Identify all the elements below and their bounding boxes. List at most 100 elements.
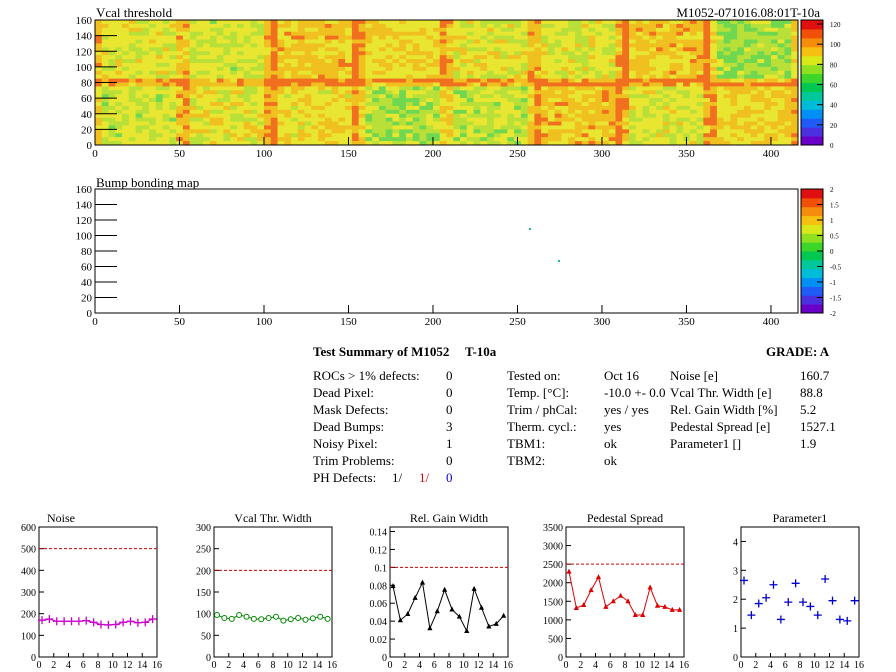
x-tick-label: 8: [96, 660, 101, 671]
y-tick-label: 300: [196, 523, 211, 534]
data-point: [625, 598, 631, 604]
data-point: [390, 583, 396, 589]
y-tick-label: 4: [733, 537, 738, 548]
y-tick-label: 20: [81, 293, 93, 305]
data-point: [471, 585, 477, 591]
data-point: [287, 616, 294, 623]
data-point: [464, 628, 470, 633]
data-point: [573, 604, 579, 610]
y-tick-label: 100: [76, 62, 93, 74]
defect-value: 0: [446, 453, 453, 468]
data-point: [104, 620, 113, 629]
y-tick-label: 2: [733, 595, 738, 606]
data-point: [647, 584, 653, 590]
x-tick-label: 250: [509, 316, 526, 328]
x-tick-label: 0: [92, 316, 98, 328]
x-tick-label: 12: [650, 660, 660, 671]
data-point: [434, 608, 440, 614]
x-tick-label: 12: [298, 660, 308, 671]
series-line: [216, 614, 328, 622]
data-point: [250, 615, 257, 622]
result-value: 1.9: [800, 436, 817, 451]
condition-label: Trim / phCal:: [507, 402, 578, 417]
y-tick-label: 100: [76, 231, 93, 243]
data-point: [493, 620, 499, 626]
ph-defects-v3: 0: [446, 470, 453, 485]
result-label: Pedestal Spread [e]: [670, 419, 771, 434]
y-tick-label: 3: [733, 566, 738, 577]
y-tick-label: 200: [21, 610, 36, 621]
module-id: M1052-071016.08:01T-10a: [676, 5, 820, 20]
data-point: [141, 618, 150, 627]
y-tick-label: 0: [87, 308, 93, 320]
y-tick-label: 0.04: [370, 617, 388, 628]
x-tick-label: 10: [635, 660, 645, 671]
data-point: [677, 606, 683, 612]
x-tick-label: 50: [174, 316, 186, 328]
data-point: [449, 606, 455, 612]
y-tick-label: 100: [21, 631, 36, 642]
x-tick-label: 150: [340, 148, 357, 160]
x-tick-label: 12: [474, 660, 484, 671]
y-tick-label: 0: [733, 653, 738, 664]
ph-defects-v2: 1/: [419, 470, 430, 485]
x-tick-label: 0: [92, 148, 98, 160]
x-tick-label: 16: [327, 660, 337, 671]
x-tick-label: 350: [678, 148, 695, 160]
x-tick-label: 10: [283, 660, 293, 671]
condition-value: Oct 16: [604, 368, 640, 383]
data-point: [799, 598, 807, 607]
y-tick-label: 40: [81, 277, 93, 289]
x-tick-label: 12: [123, 660, 133, 671]
palette-tick: -2: [830, 310, 836, 318]
summary-tag: T-10a: [465, 344, 497, 359]
palette-tick: 80: [830, 61, 838, 69]
data-point: [119, 618, 128, 627]
y-tick-label: 0: [558, 653, 563, 664]
x-tick-label: 16: [152, 660, 162, 671]
y-tick-label: 0.1: [375, 563, 388, 574]
x-tick-label: 4: [768, 660, 773, 671]
palette-tick: 1.5: [830, 202, 839, 210]
y-tick-label: 40: [81, 109, 93, 121]
result-value: 160.7: [800, 368, 830, 383]
y-tick-label: 1000: [543, 616, 563, 627]
x-tick-label: 14: [488, 660, 498, 671]
x-tick-label: 8: [271, 660, 276, 671]
y-tick-label: 140: [76, 31, 93, 43]
data-point: [295, 615, 302, 621]
data-point: [67, 617, 76, 626]
y-tick-label: 120: [76, 215, 93, 227]
y-tick-label: 0.08: [370, 581, 388, 592]
x-tick-label: 0: [212, 660, 217, 671]
data-point: [632, 612, 638, 618]
y-tick-label: 200: [196, 566, 211, 577]
data-point: [843, 616, 852, 625]
defect-value: 0: [446, 368, 453, 383]
x-tick-label: 0: [388, 660, 393, 671]
data-point: [486, 623, 492, 629]
data-point: [258, 616, 265, 623]
palette-tick: -0.5: [830, 264, 842, 272]
x-tick-label: 4: [66, 660, 71, 671]
condition-value: yes / yes: [604, 402, 649, 417]
x-tick-label: 350: [678, 316, 695, 328]
y-tick-label: 1: [733, 624, 738, 635]
data-point: [806, 602, 815, 611]
data-point: [501, 612, 507, 618]
data-point: [640, 612, 646, 618]
result-value: 88.8: [800, 385, 823, 400]
data-point: [850, 596, 859, 605]
condition-label: TBM2:: [507, 453, 546, 468]
x-tick-label: 50: [174, 148, 186, 160]
data-point: [595, 574, 602, 580]
data-point: [126, 617, 135, 626]
x-tick-label: 16: [503, 660, 513, 671]
data-point: [45, 615, 54, 624]
data-point: [97, 620, 105, 629]
data-point: [427, 625, 433, 631]
data-point: [610, 598, 616, 604]
data-point: [397, 617, 403, 623]
